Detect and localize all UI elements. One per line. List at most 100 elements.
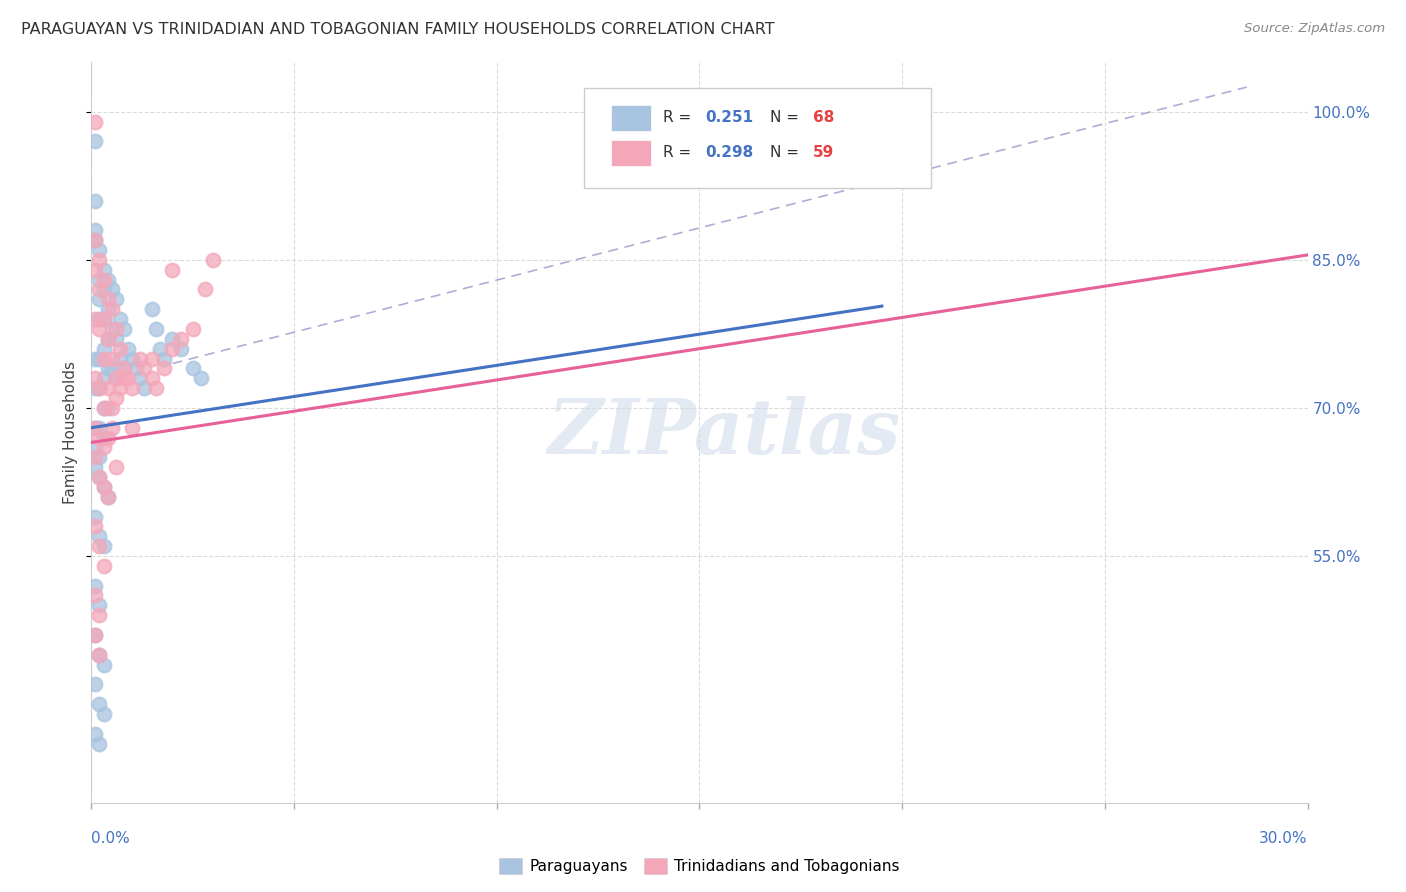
Point <box>89 420 111 434</box>
Bar <box>610 140 651 166</box>
Point <box>108 342 131 356</box>
Point <box>93 312 115 326</box>
Point <box>162 342 184 356</box>
Text: 0.251: 0.251 <box>706 111 754 126</box>
Point <box>112 361 135 376</box>
Point <box>84 628 107 642</box>
Point <box>89 431 111 445</box>
Bar <box>610 105 651 131</box>
Point <box>93 706 115 721</box>
Point <box>162 332 184 346</box>
Point <box>100 351 122 366</box>
Point <box>84 351 107 366</box>
Point <box>84 194 107 208</box>
Point <box>97 490 120 504</box>
Point <box>117 371 139 385</box>
Point <box>84 223 107 237</box>
Point <box>93 272 115 286</box>
Point <box>121 351 143 366</box>
Point <box>104 371 127 385</box>
Point <box>97 272 120 286</box>
Point <box>141 351 163 366</box>
Point <box>169 342 191 356</box>
Point <box>93 351 115 366</box>
Legend: Paraguayans, Trinidadians and Tobagonians: Paraguayans, Trinidadians and Tobagonian… <box>494 852 905 880</box>
Point <box>84 727 107 741</box>
Point <box>201 252 224 267</box>
Point <box>149 342 172 356</box>
Point <box>89 312 111 326</box>
Point <box>181 322 204 336</box>
Point <box>89 243 111 257</box>
Point <box>100 283 122 297</box>
Point <box>108 312 131 326</box>
Point <box>89 252 111 267</box>
Point <box>89 450 111 465</box>
Text: 0.0%: 0.0% <box>91 831 131 847</box>
Point <box>108 351 131 366</box>
Point <box>89 608 111 623</box>
Point <box>89 737 111 751</box>
Point <box>93 431 115 445</box>
Point <box>89 697 111 711</box>
Point <box>89 599 111 613</box>
Point <box>93 312 115 326</box>
Point <box>89 272 111 286</box>
Point <box>84 381 107 395</box>
Point <box>93 262 115 277</box>
Point <box>89 351 111 366</box>
Point <box>84 589 107 603</box>
Text: ZIPatlas: ZIPatlas <box>547 396 900 469</box>
Text: 0.298: 0.298 <box>706 145 754 161</box>
Point <box>84 420 107 434</box>
Point <box>84 579 107 593</box>
Point <box>104 322 127 336</box>
Point <box>97 431 120 445</box>
Point <box>84 420 107 434</box>
Point <box>121 381 143 395</box>
Point <box>84 371 107 385</box>
Point <box>93 441 115 455</box>
Text: 59: 59 <box>813 145 834 161</box>
Point <box>100 302 122 317</box>
Point <box>129 371 152 385</box>
Point <box>84 519 107 533</box>
Point <box>194 283 217 297</box>
Point <box>162 262 184 277</box>
Point <box>104 332 127 346</box>
Text: N =: N = <box>770 145 804 161</box>
Point <box>84 233 107 247</box>
Point <box>153 351 176 366</box>
FancyBboxPatch shape <box>583 88 931 188</box>
Point <box>112 371 135 385</box>
Point <box>141 371 163 385</box>
Point <box>112 322 135 336</box>
Point <box>84 135 107 149</box>
Point <box>84 312 107 326</box>
Point <box>112 361 135 376</box>
Point <box>132 381 155 395</box>
Point <box>89 470 111 484</box>
Point <box>145 381 167 395</box>
Point <box>89 381 111 395</box>
Point <box>93 539 115 553</box>
Point <box>153 361 176 376</box>
Point <box>89 293 111 307</box>
Point <box>84 262 107 277</box>
Point <box>145 322 167 336</box>
Point <box>129 351 152 366</box>
Point <box>89 539 111 553</box>
Point <box>93 283 115 297</box>
Point <box>84 441 107 455</box>
Point <box>104 391 127 405</box>
Point <box>89 648 111 662</box>
Point <box>93 342 115 356</box>
Point <box>97 401 120 415</box>
Point <box>97 381 120 395</box>
Point <box>93 401 115 415</box>
Point <box>117 342 139 356</box>
Point <box>97 332 120 346</box>
Point <box>89 322 111 336</box>
Y-axis label: Family Households: Family Households <box>63 361 79 504</box>
Point <box>169 332 191 346</box>
